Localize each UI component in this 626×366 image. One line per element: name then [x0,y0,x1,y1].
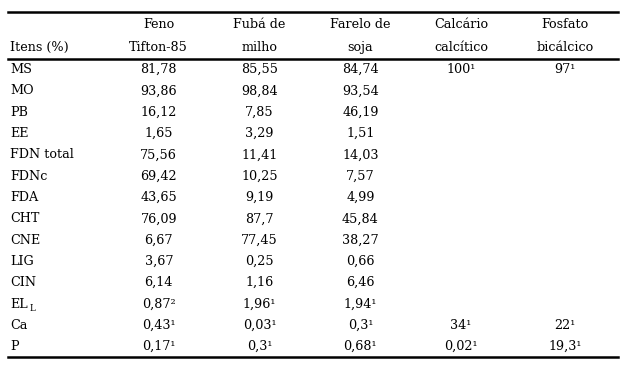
Text: PB: PB [10,106,28,119]
Text: CNE: CNE [10,234,40,247]
Text: 3,67: 3,67 [145,255,173,268]
Text: 34¹: 34¹ [451,319,472,332]
Text: L: L [29,304,35,313]
Text: 1,65: 1,65 [145,127,173,140]
Text: 97¹: 97¹ [554,63,575,76]
Text: CIN: CIN [10,276,36,289]
Text: EL: EL [10,298,28,310]
Text: 85,55: 85,55 [241,63,278,76]
Text: milho: milho [242,41,277,54]
Text: FDN total: FDN total [10,148,74,161]
Text: 93,86: 93,86 [140,84,177,97]
Text: FDNc: FDNc [10,169,48,183]
Text: P: P [10,340,19,353]
Text: CHT: CHT [10,212,39,225]
Text: 9,19: 9,19 [245,191,274,204]
Text: Fosfato: Fosfato [541,18,588,31]
Text: Itens (%): Itens (%) [10,41,69,54]
Text: bicálcico: bicálcico [536,41,593,54]
Text: 46,19: 46,19 [342,106,379,119]
Text: EE: EE [10,127,29,140]
Text: MO: MO [10,84,34,97]
Text: 7,85: 7,85 [245,106,274,119]
Text: 93,54: 93,54 [342,84,379,97]
Text: 19,3¹: 19,3¹ [548,340,582,353]
Text: 98,84: 98,84 [241,84,278,97]
Text: 77,45: 77,45 [241,234,278,247]
Text: 10,25: 10,25 [241,169,278,183]
Text: soja: soja [347,41,373,54]
Text: 0,68¹: 0,68¹ [344,340,377,353]
Text: calcítico: calcítico [434,41,488,54]
Text: Fubá de: Fubá de [233,18,285,31]
Text: 1,16: 1,16 [245,276,274,289]
Text: 43,65: 43,65 [140,191,177,204]
Text: 11,41: 11,41 [242,148,278,161]
Text: 14,03: 14,03 [342,148,379,161]
Text: 84,74: 84,74 [342,63,379,76]
Text: 6,67: 6,67 [145,234,173,247]
Text: 0,02¹: 0,02¹ [444,340,478,353]
Text: 7,57: 7,57 [346,169,374,183]
Text: FDA: FDA [10,191,38,204]
Text: 75,56: 75,56 [140,148,177,161]
Text: 45,84: 45,84 [342,212,379,225]
Text: MS: MS [10,63,32,76]
Text: 1,51: 1,51 [346,127,374,140]
Text: 0,66: 0,66 [346,255,374,268]
Text: Calcário: Calcário [434,18,488,31]
Text: 1,96¹: 1,96¹ [243,298,276,310]
Text: 0,17¹: 0,17¹ [142,340,175,353]
Text: 6,46: 6,46 [346,276,374,289]
Text: 0,25: 0,25 [245,255,274,268]
Text: 100¹: 100¹ [446,63,476,76]
Text: 69,42: 69,42 [140,169,177,183]
Text: 16,12: 16,12 [141,106,177,119]
Text: 22¹: 22¹ [554,319,575,332]
Text: 0,43¹: 0,43¹ [142,319,175,332]
Text: LIG: LIG [10,255,34,268]
Text: 0,03¹: 0,03¹ [243,319,276,332]
Text: 1,94¹: 1,94¹ [344,298,377,310]
Text: 81,78: 81,78 [140,63,177,76]
Text: Farelo de: Farelo de [330,18,391,31]
Text: Feno: Feno [143,18,175,31]
Text: 3,29: 3,29 [245,127,274,140]
Text: 6,14: 6,14 [145,276,173,289]
Text: 0,3¹: 0,3¹ [247,340,272,353]
Text: 87,7: 87,7 [245,212,274,225]
Text: 76,09: 76,09 [140,212,177,225]
Text: 0,87²: 0,87² [142,298,176,310]
Text: 0,3¹: 0,3¹ [347,319,373,332]
Text: 38,27: 38,27 [342,234,379,247]
Text: Ca: Ca [10,319,28,332]
Text: Tifton-85: Tifton-85 [130,41,188,54]
Text: 4,99: 4,99 [346,191,374,204]
